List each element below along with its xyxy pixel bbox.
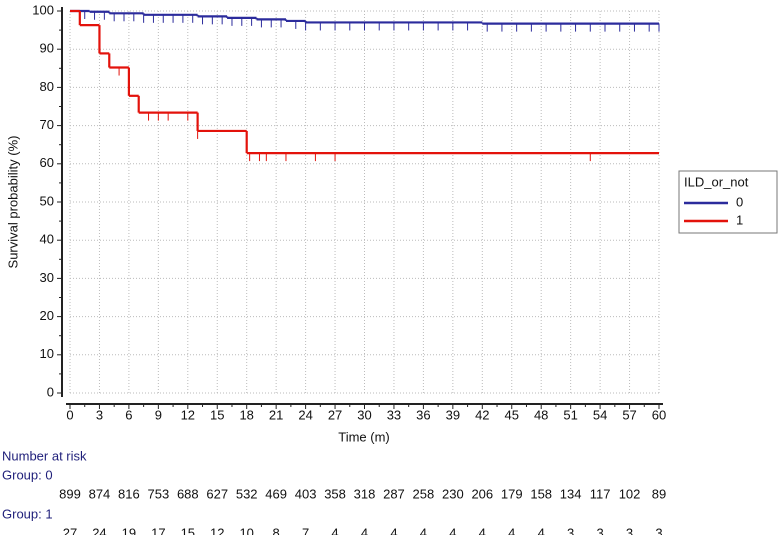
x-axis-title: Time (m) bbox=[338, 429, 390, 444]
y-tick-label: 40 bbox=[40, 232, 54, 247]
x-tick-label: 33 bbox=[387, 407, 401, 422]
x-tick-label: 60 bbox=[652, 407, 666, 422]
risk-count: 753 bbox=[147, 486, 169, 501]
risk-count: 7 bbox=[302, 525, 309, 535]
risk-count: 4 bbox=[361, 525, 368, 535]
risk-count: 206 bbox=[471, 486, 493, 501]
y-tick-label: 50 bbox=[40, 193, 54, 208]
risk-count: 4 bbox=[390, 525, 397, 535]
risk-count: 4 bbox=[479, 525, 486, 535]
risk-count: 24 bbox=[92, 525, 106, 535]
risk-count: 3 bbox=[655, 525, 662, 535]
risk-count: 816 bbox=[118, 486, 140, 501]
risk-count: 8 bbox=[273, 525, 280, 535]
x-tick-label: 42 bbox=[475, 407, 489, 422]
risk-count: 3 bbox=[626, 525, 633, 535]
risk-count: 3 bbox=[567, 525, 574, 535]
x-tick-label: 39 bbox=[446, 407, 460, 422]
y-tick-label: 90 bbox=[40, 41, 54, 56]
risk-count: 17 bbox=[151, 525, 165, 535]
risk-count: 179 bbox=[501, 486, 523, 501]
x-tick-label: 12 bbox=[181, 407, 195, 422]
risk-count: 10 bbox=[239, 525, 253, 535]
risk-count: 874 bbox=[89, 486, 111, 501]
risk-count: 318 bbox=[354, 486, 376, 501]
risk-count: 358 bbox=[324, 486, 346, 501]
y-tick-label: 80 bbox=[40, 79, 54, 94]
risk-count: 258 bbox=[413, 486, 435, 501]
risk-count: 15 bbox=[181, 525, 195, 535]
risk-count: 899 bbox=[59, 486, 81, 501]
risk-group-label: Group: 1 bbox=[2, 506, 53, 521]
legend-label: 1 bbox=[736, 212, 743, 227]
risk-count: 469 bbox=[265, 486, 287, 501]
x-tick-label: 0 bbox=[66, 407, 73, 422]
risk-count: 287 bbox=[383, 486, 405, 501]
x-tick-label: 9 bbox=[155, 407, 162, 422]
risk-count: 102 bbox=[619, 486, 641, 501]
x-tick-label: 48 bbox=[534, 407, 548, 422]
legend-label: 0 bbox=[736, 194, 743, 209]
risk-count: 4 bbox=[420, 525, 427, 535]
risk-count: 4 bbox=[449, 525, 456, 535]
x-tick-label: 24 bbox=[298, 407, 312, 422]
risk-count: 117 bbox=[590, 486, 611, 501]
y-tick-label: 10 bbox=[40, 346, 54, 361]
risk-count: 230 bbox=[442, 486, 464, 501]
x-tick-label: 45 bbox=[505, 407, 519, 422]
x-tick-label: 27 bbox=[328, 407, 342, 422]
risk-count: 134 bbox=[560, 486, 582, 501]
risk-count: 3 bbox=[596, 525, 603, 535]
risk-count: 688 bbox=[177, 486, 199, 501]
x-tick-label: 36 bbox=[416, 407, 430, 422]
y-tick-label: 20 bbox=[40, 308, 54, 323]
risk-group-label: Group: 0 bbox=[2, 467, 53, 482]
y-axis-title: Survival probability (%) bbox=[5, 136, 20, 269]
risk-count: 532 bbox=[236, 486, 258, 501]
risk-count: 89 bbox=[652, 486, 666, 501]
risk-count: 403 bbox=[295, 486, 317, 501]
x-tick-label: 30 bbox=[357, 407, 371, 422]
x-tick-label: 18 bbox=[239, 407, 253, 422]
x-tick-label: 3 bbox=[96, 407, 103, 422]
risk-count: 12 bbox=[210, 525, 224, 535]
y-tick-label: 70 bbox=[40, 117, 54, 132]
y-tick-label: 0 bbox=[47, 384, 54, 399]
risk-count: 4 bbox=[331, 525, 338, 535]
risk-count: 4 bbox=[538, 525, 545, 535]
x-tick-label: 15 bbox=[210, 407, 224, 422]
x-tick-label: 51 bbox=[563, 407, 577, 422]
x-tick-label: 57 bbox=[622, 407, 636, 422]
x-tick-label: 21 bbox=[269, 407, 283, 422]
risk-count: 627 bbox=[206, 486, 228, 501]
y-tick-label: 30 bbox=[40, 270, 54, 285]
y-tick-label: 100 bbox=[32, 2, 54, 17]
risk-count: 158 bbox=[530, 486, 552, 501]
risk-count: 27 bbox=[63, 525, 77, 535]
x-tick-label: 54 bbox=[593, 407, 607, 422]
y-tick-label: 60 bbox=[40, 155, 54, 170]
risk-title: Number at risk bbox=[2, 448, 87, 463]
x-tick-label: 6 bbox=[125, 407, 132, 422]
risk-count: 4 bbox=[508, 525, 515, 535]
risk-count: 19 bbox=[122, 525, 136, 535]
legend-title: ILD_or_not bbox=[684, 174, 749, 189]
